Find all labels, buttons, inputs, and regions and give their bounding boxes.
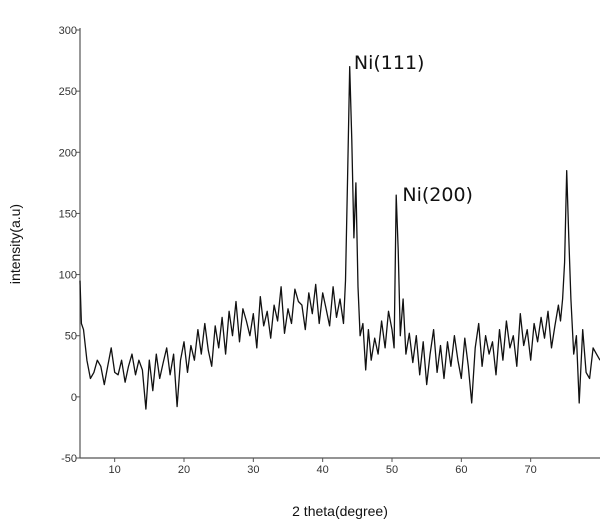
- y-tick-label: 200: [59, 147, 77, 159]
- y-tick-label: 250: [59, 86, 77, 98]
- y-tick-label: -50: [61, 453, 77, 465]
- y-tick-label: 0: [71, 392, 77, 404]
- y-axis-title: intensity(a.u): [7, 204, 23, 284]
- x-axis-ticks: 10 20 30 40 50 60 70: [109, 458, 537, 476]
- x-tick-label: 20: [178, 464, 190, 476]
- annotation-ni-200: Ni(200): [402, 184, 473, 206]
- annotation-ni-111: Ni(111): [354, 52, 425, 74]
- y-axis-ticks: -50 0 50 100 150 200 250 300: [59, 25, 80, 465]
- x-tick-label: 10: [109, 464, 121, 476]
- x-tick-label: 70: [525, 464, 537, 476]
- y-tick-label: 150: [59, 208, 77, 220]
- x-tick-label: 40: [317, 464, 329, 476]
- x-tick-label: 60: [455, 464, 467, 476]
- y-tick-label: 50: [65, 331, 77, 343]
- x-axis-title: 2 theta(degree): [292, 503, 388, 519]
- y-tick-label: 300: [59, 25, 77, 37]
- x-tick-label: 30: [247, 464, 259, 476]
- x-tick-label: 50: [386, 464, 398, 476]
- diffraction-series-line: [79, 66, 600, 410]
- y-tick-label: 100: [59, 270, 77, 282]
